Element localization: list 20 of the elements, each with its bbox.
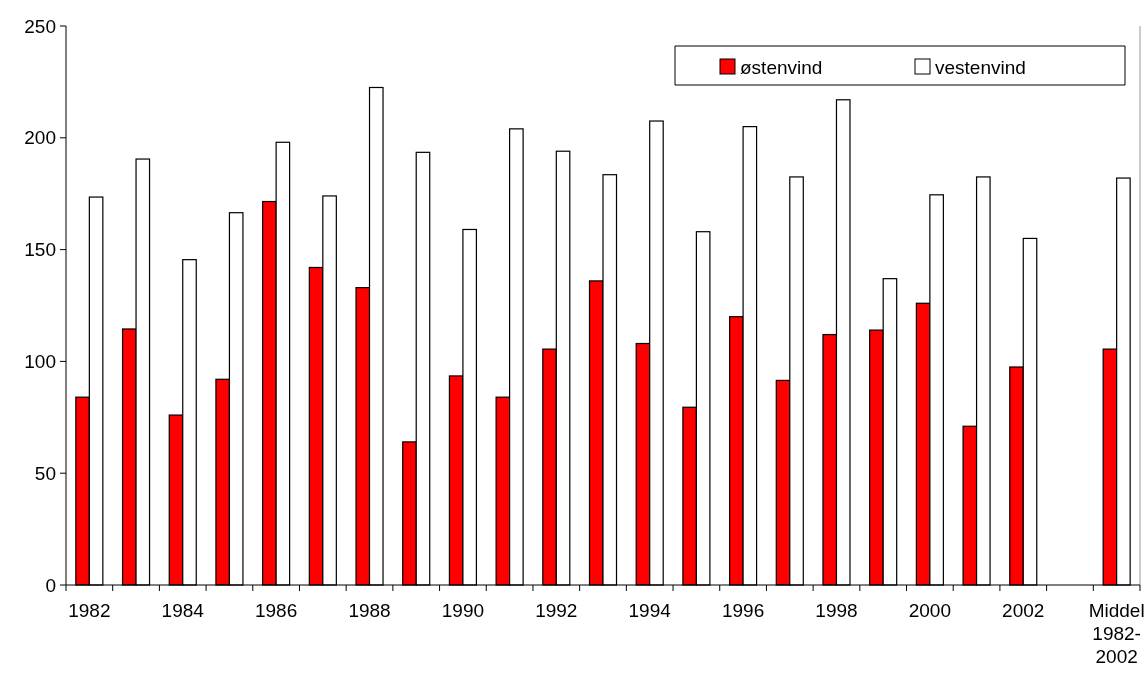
x-tick-label: 1984 — [161, 600, 205, 621]
y-tick-label: 250 — [24, 15, 56, 37]
x-tick-label: 1988 — [348, 600, 391, 621]
x-tick-label: 1998 — [815, 600, 858, 621]
x-tick-label: 1992 — [535, 600, 578, 621]
x-tick-label: 2000 — [908, 600, 952, 621]
x-tick-label: 1996 — [721, 600, 765, 621]
y-tick-label: 100 — [24, 351, 56, 373]
x-tick-label: 1982 — [68, 600, 111, 621]
legend-label: vestenvind — [935, 56, 1026, 78]
y-tick-label: 50 — [34, 462, 56, 484]
x-tick-label: 1990 — [441, 600, 485, 621]
y-tick-label: 0 — [45, 574, 56, 596]
y-tick-label: 150 — [24, 239, 56, 261]
x-tick-label: Middel 1982-2002 — [1088, 600, 1145, 667]
x-tick-label: 1986 — [254, 600, 298, 621]
x-tick-label: 2002 — [1002, 600, 1045, 621]
x-tick-label: 1994 — [628, 600, 672, 621]
legend-label: østenvind — [740, 56, 823, 78]
y-tick-label: 200 — [24, 127, 56, 149]
